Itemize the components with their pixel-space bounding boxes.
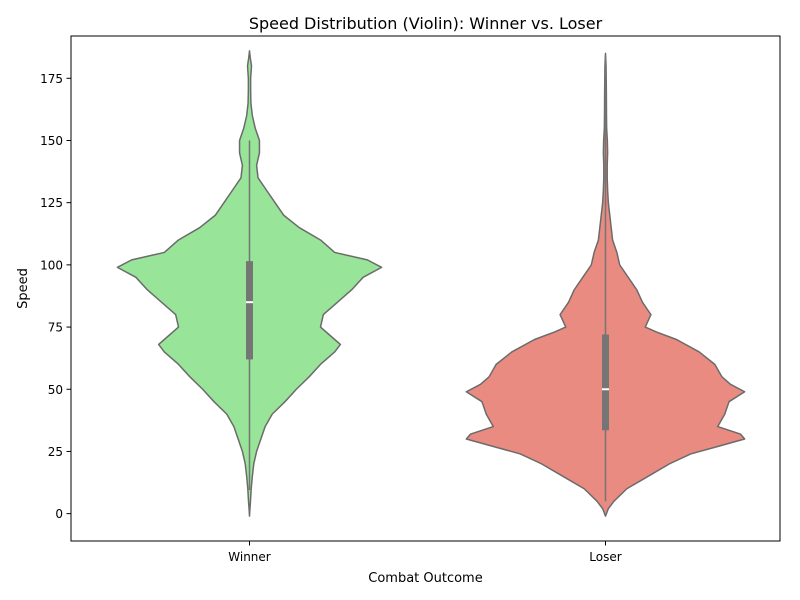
iqr-box-winner [246, 261, 253, 360]
y-tick-label: 125 [40, 196, 63, 210]
y-tick-label: 50 [48, 383, 63, 397]
y-axis: 0 25 50 75 100 125 150 175 [40, 72, 71, 521]
x-axis-label: Combat Outcome [368, 571, 482, 586]
x-axis: Winner Loser [228, 541, 622, 564]
iqr-box-loser [602, 334, 609, 431]
y-tick-label: 175 [40, 72, 63, 86]
y-tick-label: 25 [48, 445, 63, 459]
plot-frame [70, 35, 781, 542]
y-tick-label: 0 [55, 507, 63, 521]
plot-area [116, 50, 746, 517]
chart-title: Speed Distribution (Violin): Winner vs. … [249, 14, 603, 33]
x-tick-label: Winner [228, 550, 271, 564]
y-tick-label: 150 [40, 134, 63, 148]
x-tick-label: Loser [589, 550, 621, 564]
y-axis-label: Speed [16, 268, 31, 309]
y-tick-label: 100 [40, 258, 63, 272]
y-tick-label: 75 [48, 321, 63, 335]
